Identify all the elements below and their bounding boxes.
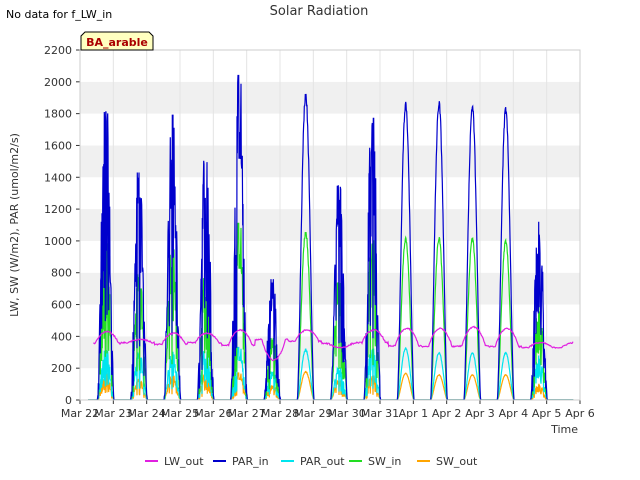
site-badge: BA_arable bbox=[80, 31, 154, 51]
plot-area bbox=[88, 74, 574, 400]
x-tick-label: Apr 6 bbox=[565, 407, 595, 420]
y-tick-label: 200 bbox=[51, 362, 72, 375]
chart-title: Solar Radiation bbox=[270, 4, 369, 19]
y-tick-label: 2200 bbox=[44, 44, 72, 57]
x-tick-label: Mar 27 bbox=[228, 407, 266, 420]
y-axis: 0 200 400 600 800 1000 1200 1400 1600 1800 2000 220… bbox=[44, 44, 80, 407]
x-axis-label: Time bbox=[550, 423, 578, 436]
y-tick-label: 1600 bbox=[44, 139, 72, 152]
x-tick-label: Apr 3 bbox=[465, 407, 495, 420]
x-tick-label: Mar 24 bbox=[128, 407, 166, 420]
y-tick-label: 1400 bbox=[44, 171, 72, 184]
y-tick-label: 800 bbox=[51, 267, 72, 280]
y-axis-label: LW, SW (W/m2), PAR (umol/m2/s) bbox=[8, 133, 21, 317]
y-tick-label: 600 bbox=[51, 299, 72, 312]
grid-band bbox=[80, 336, 580, 369]
series-layer bbox=[88, 74, 574, 400]
series-line-PAR_in bbox=[88, 74, 574, 400]
legend-label-SW_out: SW_out bbox=[436, 455, 478, 468]
grid-band bbox=[80, 209, 580, 241]
legend-label-PAR_in: PAR_in bbox=[232, 455, 269, 468]
grid-band bbox=[80, 145, 580, 178]
x-tick-label: Apr 1 bbox=[399, 407, 429, 420]
y-tick-label: 0 bbox=[65, 394, 72, 407]
y-tick-label: 1000 bbox=[44, 235, 72, 248]
no-data-note: No data for f_LW_in bbox=[6, 8, 112, 21]
legend-label-LW_out: LW_out bbox=[164, 455, 204, 468]
x-tick-label: Mar 25 bbox=[161, 407, 199, 420]
y-tick-label: 1800 bbox=[44, 108, 72, 121]
x-tick-label: Mar 29 bbox=[294, 407, 332, 420]
grid-band bbox=[80, 113, 580, 146]
site-badge-box bbox=[80, 31, 154, 51]
grid-band bbox=[80, 368, 580, 400]
site-badge-label: BA_arable bbox=[86, 36, 148, 49]
x-tick-label: Mar 28 bbox=[261, 407, 299, 420]
legend-label-SW_in: SW_in bbox=[368, 455, 401, 468]
grid-band bbox=[80, 272, 580, 305]
x-tick-label: Apr 5 bbox=[532, 407, 562, 420]
grid-band bbox=[80, 50, 580, 82]
y-tick-label: 2000 bbox=[44, 76, 72, 89]
series-line-LW_out bbox=[93, 325, 574, 362]
x-tick-label: Apr 4 bbox=[499, 407, 529, 420]
x-tick-label: Mar 31 bbox=[361, 407, 399, 420]
y-tick-label: 1200 bbox=[44, 203, 72, 216]
plot-background bbox=[79, 50, 581, 400]
grid-band bbox=[80, 177, 580, 210]
x-tick-label: Mar 23 bbox=[94, 407, 132, 420]
y-tick-label: 400 bbox=[51, 330, 72, 343]
legend-label-PAR_out: PAR_out bbox=[300, 455, 345, 468]
grid-band bbox=[80, 81, 580, 114]
legend: LW_out PAR_in PAR_out SW_in SW_out bbox=[145, 455, 478, 468]
grid-band bbox=[80, 240, 580, 273]
x-tick-label: Mar 22 bbox=[61, 407, 99, 420]
grid-band bbox=[80, 304, 580, 337]
x-tick-label: Mar 30 bbox=[328, 407, 366, 420]
x-tick-label: Mar 26 bbox=[194, 407, 232, 420]
plot-frame bbox=[79, 49, 581, 401]
x-tick-label: Apr 2 bbox=[432, 407, 462, 420]
